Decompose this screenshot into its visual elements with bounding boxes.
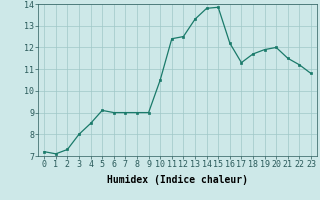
X-axis label: Humidex (Indice chaleur): Humidex (Indice chaleur) — [107, 175, 248, 185]
